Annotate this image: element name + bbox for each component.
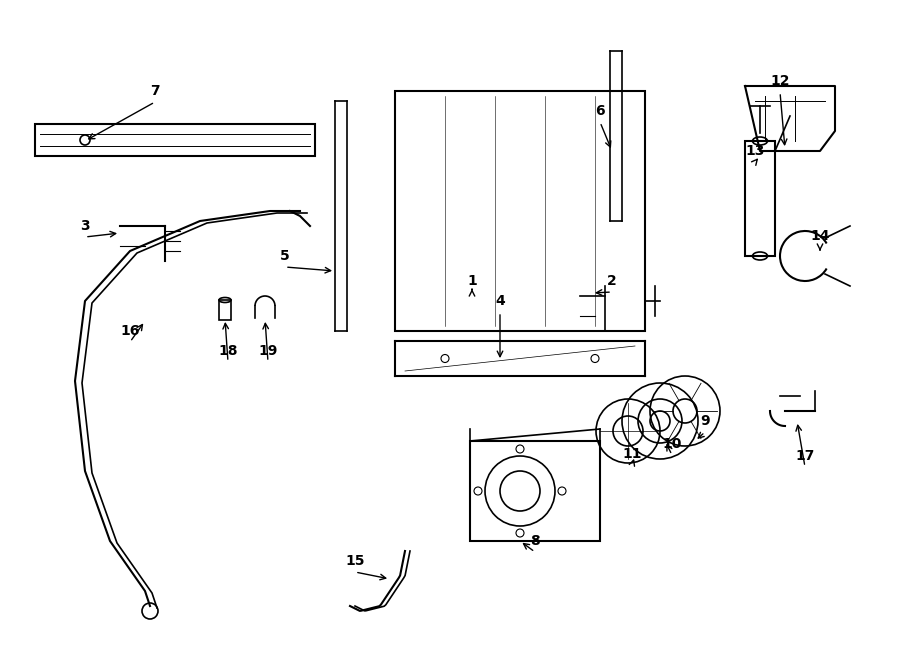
Text: 1: 1	[467, 274, 477, 288]
Text: 13: 13	[745, 144, 765, 158]
Text: 18: 18	[218, 344, 238, 358]
Text: 3: 3	[80, 219, 90, 233]
Text: 2: 2	[608, 274, 616, 288]
Text: 17: 17	[796, 449, 814, 463]
Bar	[470, 441, 600, 541]
Text: 5: 5	[280, 249, 290, 263]
Text: 9: 9	[700, 414, 710, 428]
Bar	[745, 141, 775, 256]
Text: 11: 11	[622, 447, 642, 461]
Bar	[35, 124, 315, 156]
Text: 10: 10	[662, 437, 681, 451]
Text: 7: 7	[150, 84, 160, 98]
Bar	[395, 91, 645, 331]
Text: 14: 14	[810, 229, 830, 243]
Text: 4: 4	[495, 294, 505, 308]
Text: 19: 19	[258, 344, 278, 358]
Text: 12: 12	[770, 74, 790, 88]
Text: 6: 6	[595, 104, 605, 118]
Text: 8: 8	[530, 534, 540, 548]
Bar	[219, 300, 231, 320]
Text: 16: 16	[121, 324, 140, 338]
Text: 15: 15	[346, 554, 365, 568]
